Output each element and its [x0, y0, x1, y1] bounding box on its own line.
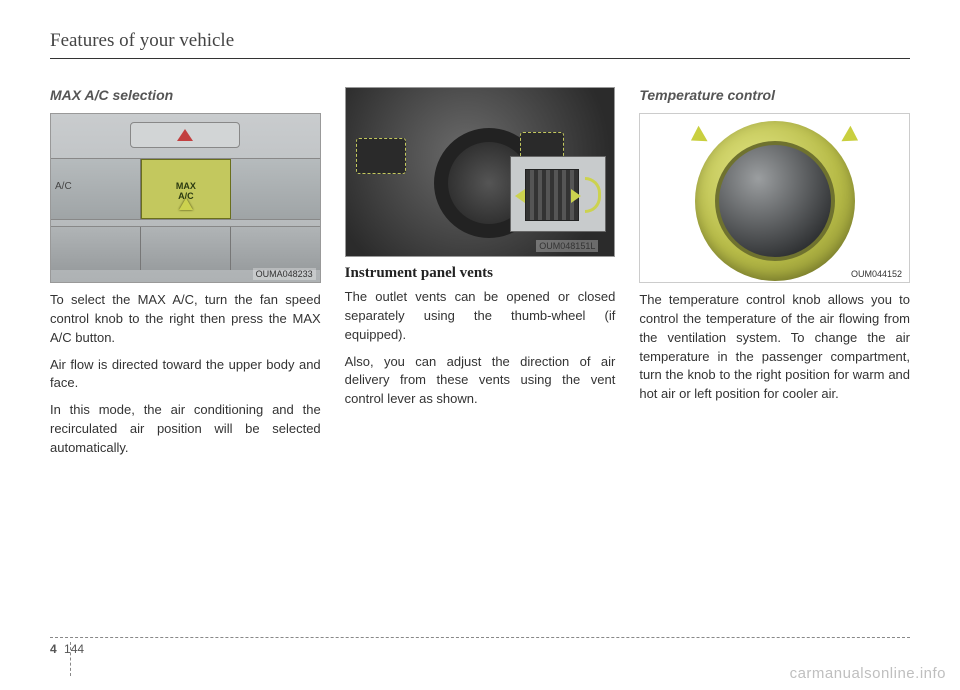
vent-highlight-left: [356, 138, 406, 174]
hazard-button-graphic: [130, 122, 240, 148]
section-number: 4: [50, 642, 57, 656]
vent-mode-3: [231, 227, 320, 270]
knob-face: [715, 141, 835, 261]
paragraph: Also, you can adjust the direction of ai…: [345, 353, 616, 410]
ac-button-graphic: A/C: [51, 159, 141, 219]
paragraph: The temperature control knob allows you …: [639, 291, 910, 404]
footer-page-numbers: 4 144: [50, 642, 910, 656]
header-title: Features of your vehicle: [50, 30, 910, 52]
paragraph: In this mode, the air conditioning and t…: [50, 401, 321, 458]
arrow-curve-icon: [585, 177, 601, 213]
column-3: Temperature control OUM044152 The temper…: [639, 87, 910, 466]
column-2: OUM048151L Instrument panel vents The ou…: [345, 87, 616, 466]
content-columns: MAX A/C selection A/C MAX A/C: [50, 87, 910, 466]
footer-divider: [70, 642, 71, 676]
page-number: 144: [64, 642, 84, 656]
button-row-top: A/C MAX A/C: [51, 158, 320, 220]
paragraph: The outlet vents can be opened or closed…: [345, 288, 616, 345]
figure-caption: OUM048151L: [536, 240, 598, 252]
knob-ring: [695, 121, 855, 281]
figure-caption: OUM044152: [848, 268, 905, 280]
arrow-up-icon: [179, 198, 193, 210]
section-title-temp-control: Temperature control: [639, 87, 910, 103]
page-header: Features of your vehicle: [50, 30, 910, 59]
figure-temp-knob: OUM044152: [639, 113, 910, 283]
watermark: carmanualsonline.info: [790, 665, 946, 682]
defrost-button-graphic: [231, 159, 320, 219]
sub-heading-panel-vents: Instrument panel vents: [345, 265, 616, 282]
vent-mode-1: [51, 227, 141, 270]
page-footer: 4 144: [50, 637, 910, 656]
vent-mode-2: [141, 227, 231, 270]
arrow-arc-right-icon: [841, 126, 862, 149]
max-ac-label: MAX A/C: [142, 160, 231, 202]
paragraph: To select the MAX A/C, turn the fan spee…: [50, 291, 321, 348]
arrow-arc-left-icon: [687, 126, 708, 149]
vent-inset: [510, 156, 606, 232]
paragraph: Air flow is directed toward the upper bo…: [50, 356, 321, 394]
figure-dashboard-vents: OUM048151L: [345, 87, 616, 257]
arrow-left-icon: [515, 189, 525, 203]
figure-caption: OUMA048233: [253, 268, 316, 280]
section-title-max-ac: MAX A/C selection: [50, 87, 321, 103]
ac-label: A/C: [55, 181, 72, 192]
button-row-bottom: [51, 226, 320, 270]
arrow-right-icon: [571, 189, 581, 203]
page: Features of your vehicle MAX A/C selecti…: [0, 0, 960, 690]
column-1: MAX A/C selection A/C MAX A/C: [50, 87, 321, 466]
figure-max-ac-panel: A/C MAX A/C OUMA04823: [50, 113, 321, 283]
max-ac-button-graphic: MAX A/C: [141, 159, 232, 219]
